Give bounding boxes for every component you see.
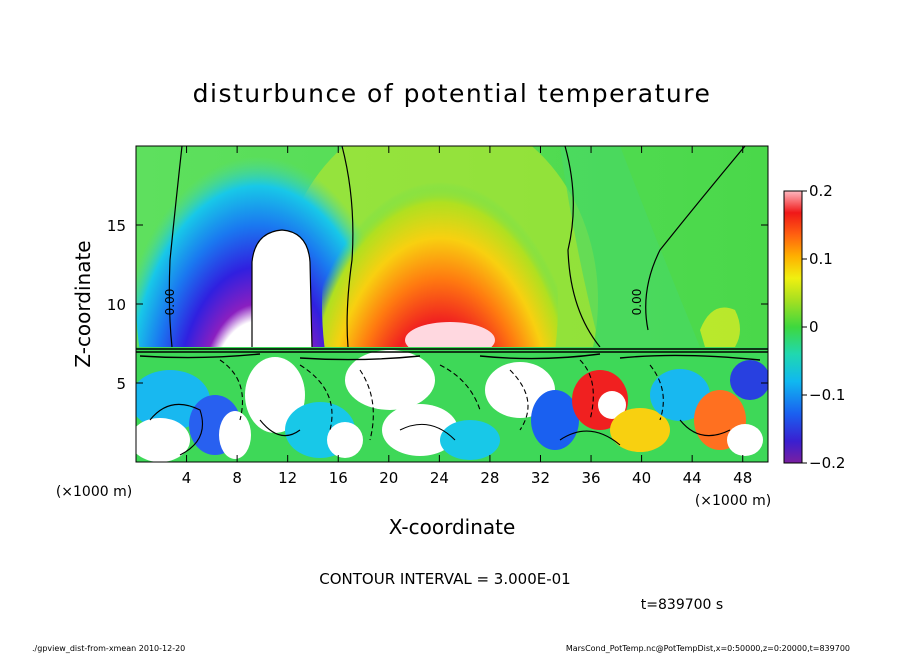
lower-blob xyxy=(245,357,305,433)
lower-blob xyxy=(440,420,500,460)
lower-blob xyxy=(610,408,670,452)
colorbar-tick-label: 0.1 xyxy=(809,250,833,268)
colorbar-tick-label: −0.1 xyxy=(809,386,845,404)
chart-title: disturbunce of potential temperature xyxy=(193,79,712,108)
lower-blob xyxy=(345,350,435,410)
footer-left: ./gpview_dist-from-xmean 2010-12-20 xyxy=(32,644,185,653)
cold-plume-core xyxy=(252,230,312,347)
x-tick-label: 12 xyxy=(278,469,297,487)
colorbar-tick-label: 0 xyxy=(809,318,819,336)
lower-blob xyxy=(327,422,363,458)
y-tick-label: 5 xyxy=(116,375,126,393)
lower-solid-contours xyxy=(149,403,731,456)
x-tick-label: 4 xyxy=(182,469,192,487)
y-tick-label: 10 xyxy=(107,296,126,314)
zero-contour-far-right xyxy=(645,146,746,331)
lower-blob xyxy=(730,360,768,400)
cold-plume-rim xyxy=(251,229,313,348)
x-axis-label: X-coordinate xyxy=(389,515,516,539)
x-tick-label: 44 xyxy=(683,469,702,487)
colorbar-tick-label: 0.2 xyxy=(809,182,833,200)
y-axis-label: Z-coordinate xyxy=(71,240,95,367)
x-tick-label: 48 xyxy=(733,469,752,487)
x-tick-label: 16 xyxy=(329,469,348,487)
x-tick-label: 24 xyxy=(430,469,449,487)
contour-interval: CONTOUR INTERVAL = 3.000E-01 xyxy=(319,570,570,588)
y-unit-label: (×1000 m) xyxy=(56,484,132,500)
x-tick-label: 32 xyxy=(531,469,550,487)
x-tick-label: 40 xyxy=(632,469,651,487)
x-tick-label: 28 xyxy=(480,469,499,487)
yellow-patch-right xyxy=(700,307,740,347)
contour-label: 0.00 xyxy=(163,289,177,316)
y-axis: 5 10 15 xyxy=(107,217,768,393)
colorbar-ticks: 0.2 0.1 0 −0.1 −0.2 xyxy=(802,182,845,472)
colorbar-tick-label: −0.2 xyxy=(809,454,845,472)
lower-blob xyxy=(382,404,458,456)
plot-area xyxy=(136,146,768,462)
warm-cyan-band-right xyxy=(560,146,700,347)
lower-blob xyxy=(650,369,710,421)
lower-blob xyxy=(219,411,251,459)
zero-contour-mid xyxy=(341,146,354,348)
contour-label: 0.00 xyxy=(630,289,644,316)
x-unit-label: (×1000 m) xyxy=(695,493,771,509)
colorbar xyxy=(783,190,803,464)
y-tick-label: 15 xyxy=(107,217,126,235)
x-tick-label: 36 xyxy=(581,469,600,487)
lower-blob xyxy=(598,391,626,419)
x-tick-label: 8 xyxy=(232,469,242,487)
lower-dashed-contours xyxy=(219,359,664,441)
layer-interface-contours xyxy=(136,348,768,361)
x-tick-label: 20 xyxy=(379,469,398,487)
lower-blob xyxy=(727,424,763,456)
zero-contour-left xyxy=(168,146,183,348)
time-stamp: t=839700 s xyxy=(641,597,723,613)
x-axis: 4 8 12 16 20 24 28 32 36 40 44 48 xyxy=(182,146,752,487)
footer-right: MarsCond_PotTemp.nc@PotTempDist,x=0:5000… xyxy=(566,644,850,653)
zero-contour-right xyxy=(564,146,601,348)
lower-blob xyxy=(136,418,190,462)
lower-blob xyxy=(531,390,579,450)
